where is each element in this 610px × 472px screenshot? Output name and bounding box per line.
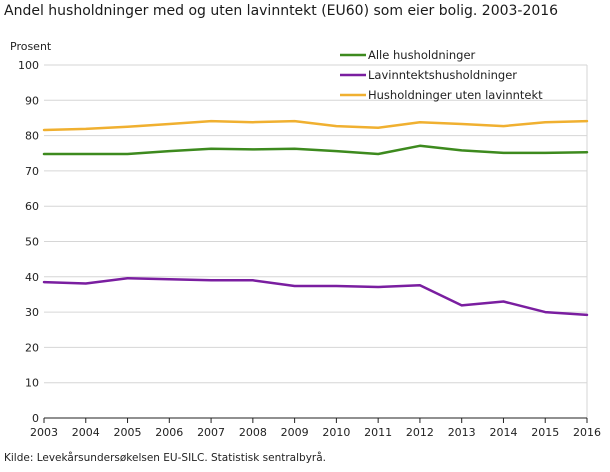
legend-label: Husholdninger uten lavinntekt — [368, 88, 543, 102]
x-tick-label: 2006 — [155, 426, 183, 439]
legend-label: Alle husholdninger — [368, 48, 476, 62]
y-tick-label: 40 — [25, 271, 39, 284]
x-tick-label: 2007 — [197, 426, 225, 439]
series-line-3 — [42, 119, 589, 132]
x-tick-label: 2010 — [322, 426, 350, 439]
x-tick-label: 2016 — [573, 426, 601, 439]
x-tick-label: 2003 — [30, 426, 58, 439]
x-tick-label: 2012 — [406, 426, 434, 439]
gridlines — [44, 64, 588, 418]
x-tick-label: 2011 — [364, 426, 392, 439]
series-lines — [42, 119, 589, 317]
x-tick-label: 2004 — [72, 426, 100, 439]
y-tick-label: 10 — [25, 377, 39, 390]
y-tick-label: 100 — [18, 59, 39, 72]
y-axis-title: Prosent — [10, 40, 52, 53]
series-line-1 — [42, 144, 589, 156]
x-tick-label: 2005 — [114, 426, 142, 439]
x-tick-label: 2015 — [531, 426, 559, 439]
legend-label: Lavinntektshusholdninger — [368, 68, 517, 82]
y-tick-label: 50 — [25, 236, 39, 249]
legend: Alle husholdninger Lavinntektshusholdning… — [340, 48, 543, 102]
y-tick-label: 30 — [25, 306, 39, 319]
x-tick-label: 2014 — [489, 426, 517, 439]
x-tick-label: 2009 — [281, 426, 309, 439]
x-tick-label: 2013 — [448, 426, 476, 439]
y-tick-label: 0 — [32, 412, 39, 425]
y-tick-label: 60 — [25, 200, 39, 213]
x-tick-label: 2008 — [239, 426, 267, 439]
y-tick-label: 80 — [25, 130, 39, 143]
chart-title: Andel husholdninger med og uten lavinnte… — [4, 3, 559, 19]
y-tick-label: 90 — [25, 94, 39, 107]
y-tick-label: 20 — [25, 341, 39, 354]
axes: 0 10 20 30 40 50 60 70 80 90 100 2003 2004 2005 2006 20… — [10, 40, 601, 439]
y-tick-label: 70 — [25, 165, 39, 178]
series-line-2 — [42, 276, 589, 317]
source-note: Kilde: Levekårsundersøkelsen EU-SILC. St… — [4, 452, 326, 464]
